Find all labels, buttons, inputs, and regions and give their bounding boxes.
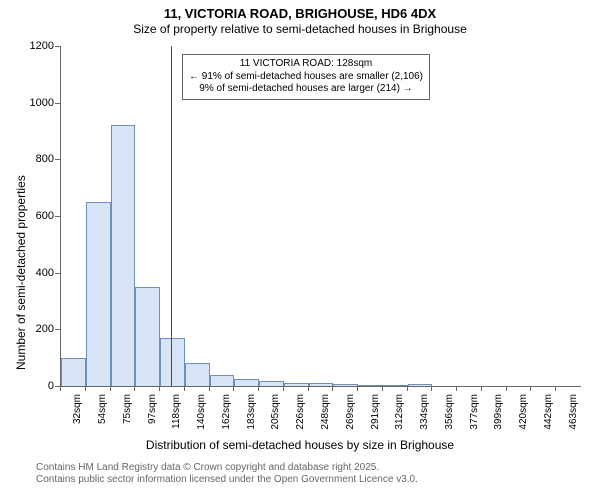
x-tick-mark <box>456 386 457 391</box>
x-tick-label: 118sqm <box>171 394 182 434</box>
histogram-bar <box>185 363 210 386</box>
x-tick-mark <box>308 386 309 391</box>
y-tick-mark <box>55 103 60 104</box>
x-tick-label: 312sqm <box>394 394 405 434</box>
x-tick-label: 54sqm <box>97 394 108 434</box>
chart-title: 11, VICTORIA ROAD, BRIGHOUSE, HD6 4DX <box>0 0 600 21</box>
y-tick-label: 1200 <box>24 40 54 52</box>
x-tick-label: 420sqm <box>518 394 529 434</box>
y-tick-label: 1000 <box>24 97 54 109</box>
annotation-line: 11 VICTORIA ROAD: 128sqm <box>189 58 423 71</box>
x-tick-label: 377sqm <box>469 394 480 434</box>
histogram-bar <box>111 125 136 386</box>
y-tick-mark <box>55 216 60 217</box>
histogram-bar <box>160 338 185 386</box>
y-tick-mark <box>55 46 60 47</box>
x-tick-mark <box>134 386 135 391</box>
x-tick-label: 291sqm <box>370 394 381 434</box>
x-tick-label: 356sqm <box>444 394 455 434</box>
x-tick-label: 162sqm <box>221 394 232 434</box>
chart-container: 11, VICTORIA ROAD, BRIGHOUSE, HD6 4DX Si… <box>0 0 600 500</box>
histogram-bar <box>234 379 259 386</box>
x-tick-label: 463sqm <box>568 394 579 434</box>
y-tick-label: 800 <box>24 153 54 165</box>
x-tick-mark <box>481 386 482 391</box>
annotation-line: 9% of semi-detached houses are larger (2… <box>189 83 423 96</box>
y-tick-label: 400 <box>24 267 54 279</box>
annotation-line: ← 91% of semi-detached houses are smalle… <box>189 71 423 84</box>
x-tick-label: 334sqm <box>419 394 430 434</box>
x-tick-label: 75sqm <box>122 394 133 434</box>
histogram-bar <box>309 383 334 386</box>
x-tick-mark <box>283 386 284 391</box>
x-tick-mark <box>60 386 61 391</box>
histogram-bar <box>259 381 284 386</box>
y-tick-label: 0 <box>24 380 54 392</box>
histogram-bar <box>284 383 309 386</box>
x-tick-label: 97sqm <box>147 394 158 434</box>
x-tick-mark <box>159 386 160 391</box>
annotation-box: 11 VICTORIA ROAD: 128sqm← 91% of semi-de… <box>182 54 430 100</box>
x-tick-mark <box>382 386 383 391</box>
attribution-text: Contains HM Land Registry data © Crown c… <box>36 462 418 486</box>
x-tick-mark <box>506 386 507 391</box>
histogram-bar <box>86 202 111 386</box>
x-tick-mark <box>85 386 86 391</box>
y-tick-mark <box>55 159 60 160</box>
y-tick-mark <box>55 329 60 330</box>
histogram-bar <box>210 375 235 386</box>
histogram-bar <box>408 384 433 386</box>
x-tick-mark <box>431 386 432 391</box>
x-tick-label: 205sqm <box>270 394 281 434</box>
x-tick-label: 183sqm <box>246 394 257 434</box>
y-tick-label: 200 <box>24 323 54 335</box>
x-tick-mark <box>184 386 185 391</box>
x-tick-mark <box>357 386 358 391</box>
x-tick-mark <box>530 386 531 391</box>
histogram-bar <box>333 384 358 386</box>
marker-line <box>171 46 172 386</box>
x-tick-mark <box>258 386 259 391</box>
x-tick-mark <box>407 386 408 391</box>
x-tick-label: 442sqm <box>543 394 554 434</box>
y-tick-mark <box>55 273 60 274</box>
attribution-line2: Contains public sector information licen… <box>36 474 418 486</box>
x-tick-label: 269sqm <box>345 394 356 434</box>
attribution-line1: Contains HM Land Registry data © Crown c… <box>36 462 418 474</box>
histogram-bar <box>61 358 86 386</box>
chart-subtitle: Size of property relative to semi-detach… <box>0 22 600 36</box>
histogram-bar <box>358 385 383 386</box>
y-tick-label: 600 <box>24 210 54 222</box>
histogram-bar <box>383 385 408 386</box>
x-tick-mark <box>233 386 234 391</box>
x-tick-label: 399sqm <box>493 394 504 434</box>
x-tick-label: 248sqm <box>320 394 331 434</box>
histogram-bar <box>135 287 160 386</box>
x-axis-label: Distribution of semi-detached houses by … <box>0 438 600 452</box>
x-tick-mark <box>332 386 333 391</box>
x-tick-label: 140sqm <box>196 394 207 434</box>
x-tick-mark <box>110 386 111 391</box>
x-tick-mark <box>209 386 210 391</box>
x-tick-mark <box>555 386 556 391</box>
x-tick-label: 226sqm <box>295 394 306 434</box>
x-tick-label: 32sqm <box>72 394 83 434</box>
